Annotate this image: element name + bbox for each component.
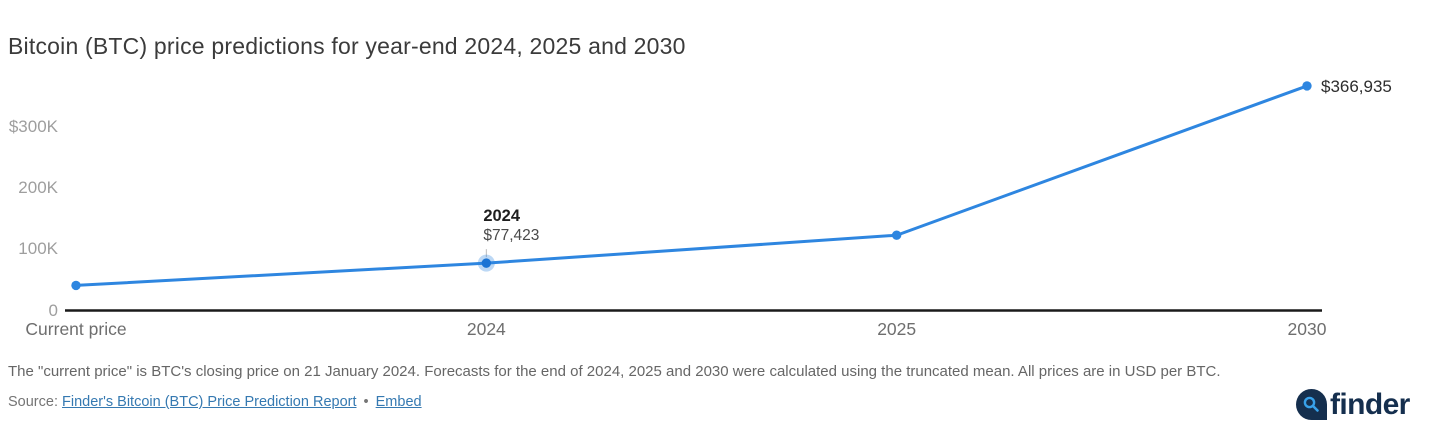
y-tick-label: 200K <box>18 178 58 198</box>
data-point-2024[interactable] <box>481 258 492 268</box>
source-separator: • <box>363 394 369 410</box>
y-tick-label: $300K <box>8 116 58 136</box>
endpoint-price-label: $366,935 <box>1320 76 1392 96</box>
data-point-current-price[interactable] <box>71 280 81 291</box>
x-tick-label: 2025 <box>877 319 917 339</box>
embed-link[interactable]: Embed <box>375 394 422 410</box>
data-point-annotation-2024: 2024 $77,423 <box>483 207 539 245</box>
magnifier-icon <box>1296 388 1327 420</box>
finder-logo[interactable]: finder <box>1296 387 1410 421</box>
price-line-series <box>75 84 1308 287</box>
source-report-link[interactable]: Finder's Bitcoin (BTC) Price Prediction … <box>62 394 357 410</box>
y-tick-label: 100K <box>18 239 58 259</box>
source-row: Source: Finder's Bitcoin (BTC) Price Pre… <box>8 394 422 410</box>
data-point-2025[interactable] <box>891 230 902 240</box>
x-tick-label: 2030 <box>1287 319 1327 339</box>
x-tick-label: Current price <box>25 319 127 339</box>
annotation-year-label: 2024 <box>483 207 521 226</box>
source-prefix: Source: <box>8 394 58 410</box>
data-point-2030[interactable] <box>1302 81 1312 91</box>
chart-footnote: The "current price" is BTC's closing pri… <box>8 363 1221 380</box>
chart-title: Bitcoin (BTC) price predictions for year… <box>8 33 686 59</box>
annotation-price-label: $77,423 <box>483 227 540 245</box>
finder-wordmark: finder <box>1330 387 1410 421</box>
y-tick-label: 0 <box>48 300 58 320</box>
x-tick-label: 2024 <box>466 319 506 339</box>
